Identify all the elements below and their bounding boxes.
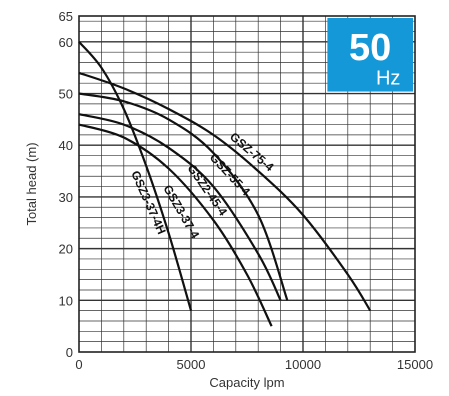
curve-labels: GSZ3-37-4HGSZ3-37-4GSZ2-45-4GSZ-55-4GSZ-… (128, 130, 276, 242)
y-tick-label: 65 (59, 9, 73, 24)
frequency-badge: 50 Hz (327, 18, 413, 92)
x-tick-label: 10000 (285, 357, 321, 372)
y-tick-labels: 0 10 20 30 40 50 60 65 (59, 9, 73, 360)
curve-label-gsz3-37-4: GSZ3-37-4 (160, 183, 202, 242)
curve-gsz-75-4 (78, 71, 372, 312)
x-tick-label: 15000 (397, 357, 433, 372)
curve-label-gsz3-37-4h: GSZ3-37-4H (128, 169, 168, 237)
x-tick-label: 5000 (177, 357, 206, 372)
curve-gsz2-45-4 (78, 113, 282, 301)
curve-gsz-55-4 (78, 92, 289, 301)
y-tick-label: 10 (59, 293, 73, 308)
y-tick-label: 50 (59, 87, 73, 102)
frequency-unit: Hz (376, 68, 400, 90)
y-tick-label: 0 (66, 345, 73, 360)
plot-border (78, 15, 416, 353)
x-tick-labels: 0 5000 10000 15000 (75, 357, 433, 372)
y-tick-label: 30 (59, 190, 73, 205)
frequency-badge-box (327, 18, 413, 92)
frequency-value: 50 (349, 27, 391, 69)
y-tick-label: 20 (59, 242, 73, 257)
plot-frame (78, 15, 416, 353)
curves (78, 41, 372, 327)
y-axis-title: Total head (m) (24, 142, 39, 225)
x-tick-label: 0 (75, 357, 82, 372)
y-tick-label: 40 (59, 138, 73, 153)
curve-gsz3-37-4 (78, 123, 273, 327)
x-axis-title: Capacity lpm (209, 375, 284, 390)
y-tick-label: 60 (59, 35, 73, 50)
curve-gsz3-37-4h (78, 41, 193, 311)
